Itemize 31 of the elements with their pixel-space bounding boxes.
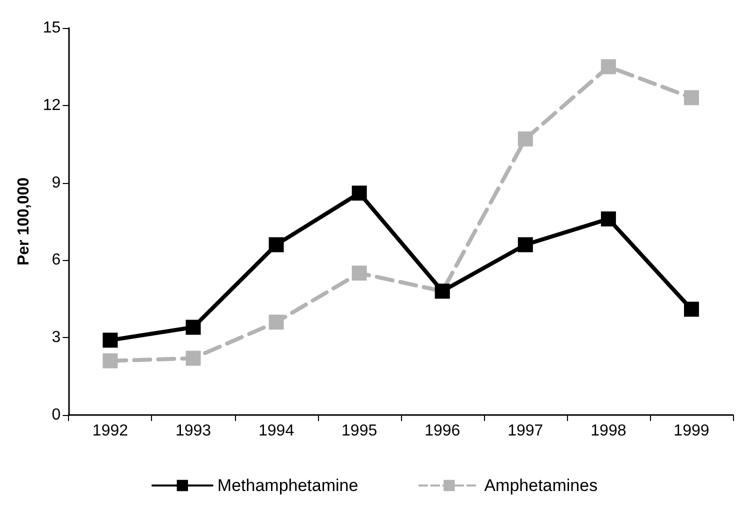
point — [684, 302, 699, 317]
x-tick-label: 1992 — [92, 422, 128, 440]
x-tick-label: 1994 — [258, 422, 294, 440]
y-tick-label: 6 — [52, 252, 61, 269]
y-tick-label: 15 — [42, 20, 61, 36]
legend-label: Amphetamines — [484, 476, 598, 495]
y-axis-title: Per 100,000 — [16, 177, 32, 266]
point — [186, 320, 201, 335]
x-tick-label: 1999 — [674, 422, 710, 440]
point — [352, 186, 367, 201]
legend-label: Methamphetamine — [217, 476, 358, 495]
y-tick-label: 12 — [42, 96, 61, 114]
point — [102, 332, 118, 348]
point — [518, 237, 533, 252]
x-tick-label: 1998 — [590, 422, 626, 440]
x-tick-label: 1996 — [424, 422, 460, 440]
x-tick-label: 1997 — [508, 422, 544, 440]
x-tick-label: 1995 — [342, 422, 378, 440]
point — [600, 59, 616, 74]
y-tick-label: 3 — [52, 329, 61, 346]
point — [352, 266, 367, 281]
point — [186, 350, 201, 366]
x-tick-label: 1993 — [175, 422, 212, 440]
point — [268, 314, 284, 330]
point — [684, 90, 699, 106]
y-tick-label: 0 — [52, 406, 61, 424]
y-tick-label: 9 — [52, 174, 61, 192]
point — [268, 237, 284, 252]
point — [102, 353, 118, 368]
point — [518, 131, 533, 146]
point — [600, 211, 616, 226]
